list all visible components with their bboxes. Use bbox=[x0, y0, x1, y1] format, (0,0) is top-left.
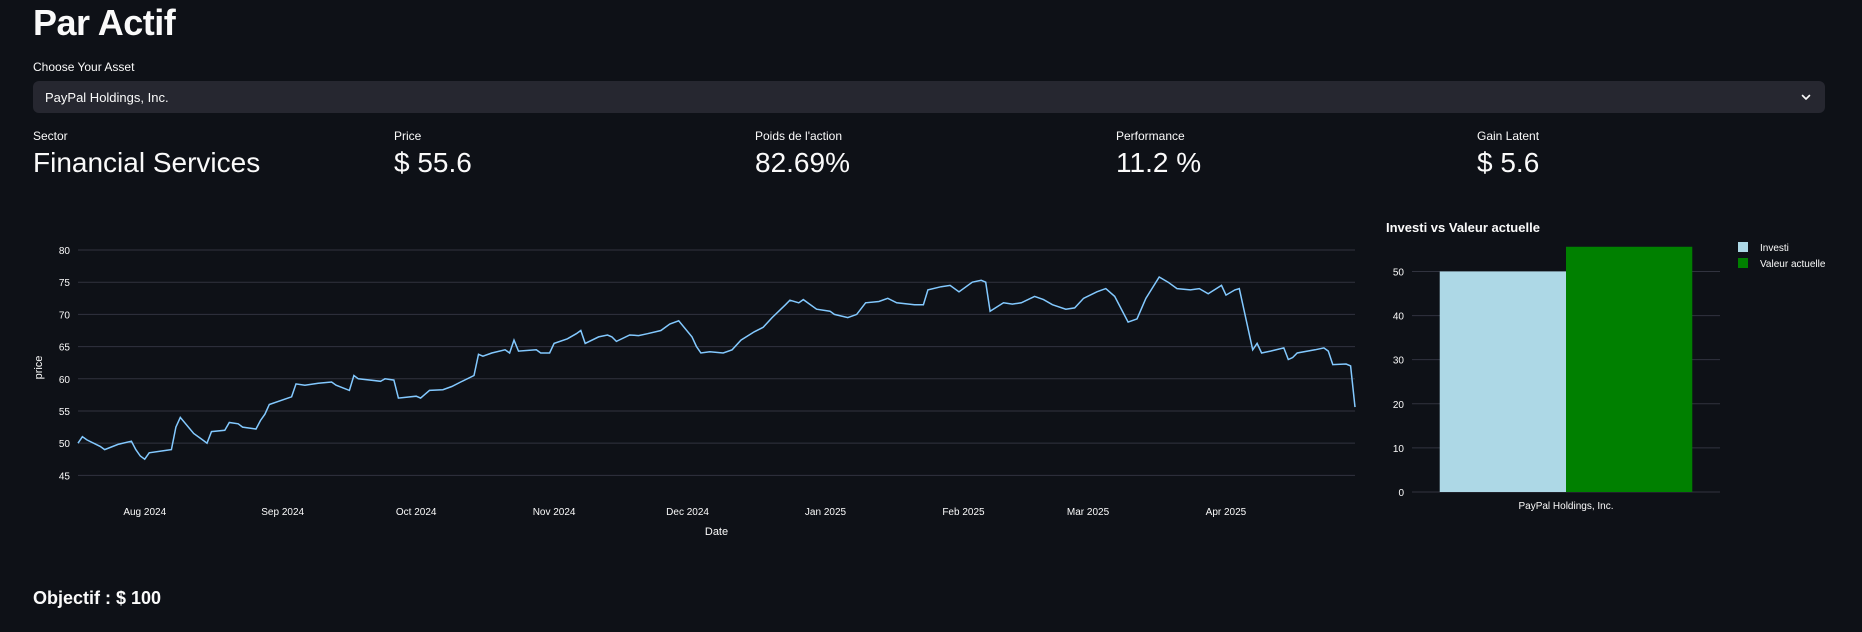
y-tick-label: 75 bbox=[59, 278, 71, 289]
x-tick-label: Mar 2025 bbox=[1067, 507, 1110, 518]
price-series-line bbox=[77, 275, 1356, 461]
x-tick-label: PayPal Holdings, Inc. bbox=[1518, 501, 1613, 512]
chevron-down-icon[interactable] bbox=[1799, 90, 1813, 104]
metric-gain: Gain Latent $ 5.6 bbox=[1477, 129, 1817, 179]
legend-label: Valeur actuelle bbox=[1760, 259, 1826, 270]
bar-chart-title: Investi vs Valeur actuelle bbox=[1386, 220, 1540, 235]
metric-value: 82.69% bbox=[755, 147, 850, 178]
metric-label: Gain Latent bbox=[1477, 129, 1540, 143]
y-tick-label: 55 bbox=[59, 407, 71, 418]
x-tick-label: Oct 2024 bbox=[396, 507, 437, 518]
x-tick-label: Nov 2024 bbox=[533, 507, 576, 518]
asset-select[interactable]: PayPal Holdings, Inc. bbox=[33, 81, 1825, 113]
legend-swatch bbox=[1738, 242, 1748, 252]
investment-bar-chart[interactable]: Investi vs Valeur actuelle 0 10 20 30 40 50 Pay… bbox=[1380, 215, 1860, 525]
y-tick-label: 60 bbox=[59, 375, 71, 386]
objective-label: Objectif : $ 100 bbox=[33, 588, 162, 608]
metric-label: Price bbox=[394, 129, 422, 143]
metric-price: Price $ 55.6 bbox=[394, 129, 734, 179]
y-tick-label: 50 bbox=[1393, 267, 1405, 278]
metric-value: $ 5.6 bbox=[1477, 147, 1540, 178]
y-tick-label: 20 bbox=[1393, 400, 1405, 411]
x-tick-label: Sep 2024 bbox=[261, 507, 304, 518]
metric-sector: Sector Financial Services bbox=[33, 129, 373, 179]
x-axis-label: Date bbox=[705, 526, 728, 538]
metric-label: Performance bbox=[1116, 129, 1185, 143]
y-tick-label: 30 bbox=[1393, 356, 1405, 367]
y-tick-label: 10 bbox=[1393, 444, 1405, 455]
metric-performance: Performance 11.2 % bbox=[1116, 129, 1456, 179]
bar-investi bbox=[1439, 271, 1566, 492]
x-tick-label: Apr 2025 bbox=[1206, 507, 1247, 518]
x-tick-label: Feb 2025 bbox=[942, 507, 985, 518]
page-title: Par Actif bbox=[33, 2, 176, 43]
y-tick-label: 40 bbox=[1393, 312, 1405, 323]
metric-value: Financial Services bbox=[33, 147, 261, 178]
metric-value: $ 55.6 bbox=[394, 147, 472, 178]
asset-select-value: PayPal Holdings, Inc. bbox=[45, 89, 169, 105]
bar-valeur-actuelle bbox=[1566, 246, 1693, 492]
metric-value: 11.2 % bbox=[1116, 147, 1202, 178]
y-tick-label: 80 bbox=[59, 246, 71, 257]
metric-weight: Poids de l'action 82.69% bbox=[755, 129, 1095, 179]
legend-label: Investi bbox=[1760, 243, 1789, 254]
y-axis-label: price bbox=[33, 356, 45, 380]
metric-label: Sector bbox=[33, 129, 68, 143]
x-tick-label: Aug 2024 bbox=[123, 507, 166, 518]
y-tick-label: 65 bbox=[59, 343, 71, 354]
price-line-chart[interactable]: 45 50 55 60 65 70 75 80 Aug 2024 Sep 2024 Oct 2024… bbox=[30, 230, 1360, 540]
y-tick-label: 0 bbox=[1398, 488, 1404, 499]
x-tick-label: Dec 2024 bbox=[666, 507, 709, 518]
asset-select-label: Choose Your Asset bbox=[33, 60, 135, 74]
y-tick-label: 45 bbox=[59, 471, 71, 482]
metric-label: Poids de l'action bbox=[755, 129, 843, 143]
x-tick-label: Jan 2025 bbox=[805, 507, 847, 518]
legend-swatch bbox=[1738, 258, 1748, 268]
y-tick-label: 70 bbox=[59, 310, 71, 321]
y-tick-label: 50 bbox=[59, 439, 71, 450]
